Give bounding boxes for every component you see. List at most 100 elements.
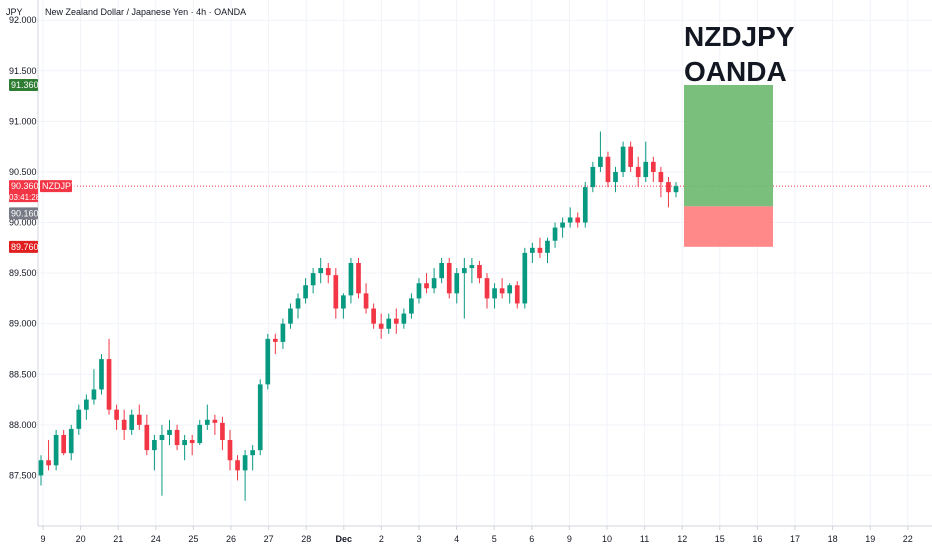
candle-body [492,288,497,299]
y-tick-label: 92.000 [9,15,37,25]
y-tick-label: 87.500 [9,470,37,480]
candle-body [144,424,150,451]
candle [650,156,656,183]
candle [598,131,603,172]
candle-body [333,275,339,309]
candle [152,434,157,471]
loss-zone[interactable] [684,206,773,247]
candle-body [567,217,573,223]
chart-grid [38,0,932,526]
candle-body [545,240,550,253]
candle-body [53,434,59,466]
x-tick-label: 10 [602,534,612,544]
y-tick-label: 88.500 [9,369,37,379]
candle-body [167,429,172,435]
profit-zone[interactable] [684,84,773,207]
candle [167,419,172,446]
candle [257,379,263,456]
candle [371,303,376,329]
candle-body [598,156,603,167]
candle-body [431,278,437,289]
candle [461,257,467,319]
candle [386,313,392,334]
candle [477,260,482,284]
y-tick-label: 89.000 [9,319,37,329]
candle [401,308,407,329]
candle-body [673,186,679,193]
candle [567,207,573,228]
x-tick-label: 18 [828,534,838,544]
candle-body [61,434,67,454]
candle [235,455,240,481]
candle [620,141,626,178]
candle-body [38,460,44,476]
candle-body [439,263,444,279]
x-tick-label: 4 [454,534,459,544]
candle-body [46,460,51,466]
candle [227,429,233,471]
candle [310,268,316,294]
candle-body [484,278,490,299]
candle-body [514,285,520,304]
candle [658,166,664,198]
candle-body [628,146,633,167]
candle [212,414,218,435]
candle [575,212,581,228]
overlay-title-symbol: NZDJPY [684,21,795,52]
candle-body [84,399,89,410]
candle-body [318,268,324,274]
candle-body [129,414,135,430]
candle [673,182,679,198]
y-tick-label: 90.500 [9,167,37,177]
x-tick-label: Dec [336,534,353,544]
candle [522,247,528,309]
candle-body [582,187,588,223]
entry-price-badge: 90.160 [9,207,39,220]
candle [628,141,633,172]
candle [68,424,74,461]
x-tick-label: 16 [752,534,762,544]
candle-body [605,156,611,183]
candle [295,293,301,319]
candle [129,409,135,435]
currency-label: JPY [6,7,23,17]
candle-body [560,222,565,228]
candle-body [658,171,664,183]
candle [76,404,82,435]
candle [333,268,339,319]
candle-body [635,166,641,178]
x-tick-label: 12 [677,534,687,544]
candle-body [590,166,596,188]
x-tick-label: 6 [529,534,534,544]
candle-body [378,323,384,329]
candle [121,409,127,441]
candle [242,450,248,501]
x-tick-label: 24 [151,534,161,544]
candle-body [348,263,354,296]
candle [38,455,44,486]
candle [666,177,671,208]
candle [469,257,475,284]
candle-body [242,455,248,471]
y-tick-label: 88.000 [9,420,37,430]
candle [303,278,308,304]
x-tick-label: 9 [40,534,45,544]
candle-body [152,440,157,451]
candle-body [257,384,263,451]
candle-body [212,419,218,423]
candle [537,237,543,258]
candle-body [325,268,331,276]
candle-body [613,171,618,183]
candle-body [469,265,475,269]
candle-body [424,283,429,289]
candle-body [461,268,467,274]
candle-body [650,161,656,172]
candle [439,257,444,284]
candle-body [371,308,376,324]
candle [99,354,104,395]
candle [288,303,293,329]
candle [348,257,354,304]
candle [424,273,429,294]
candle [220,416,225,451]
